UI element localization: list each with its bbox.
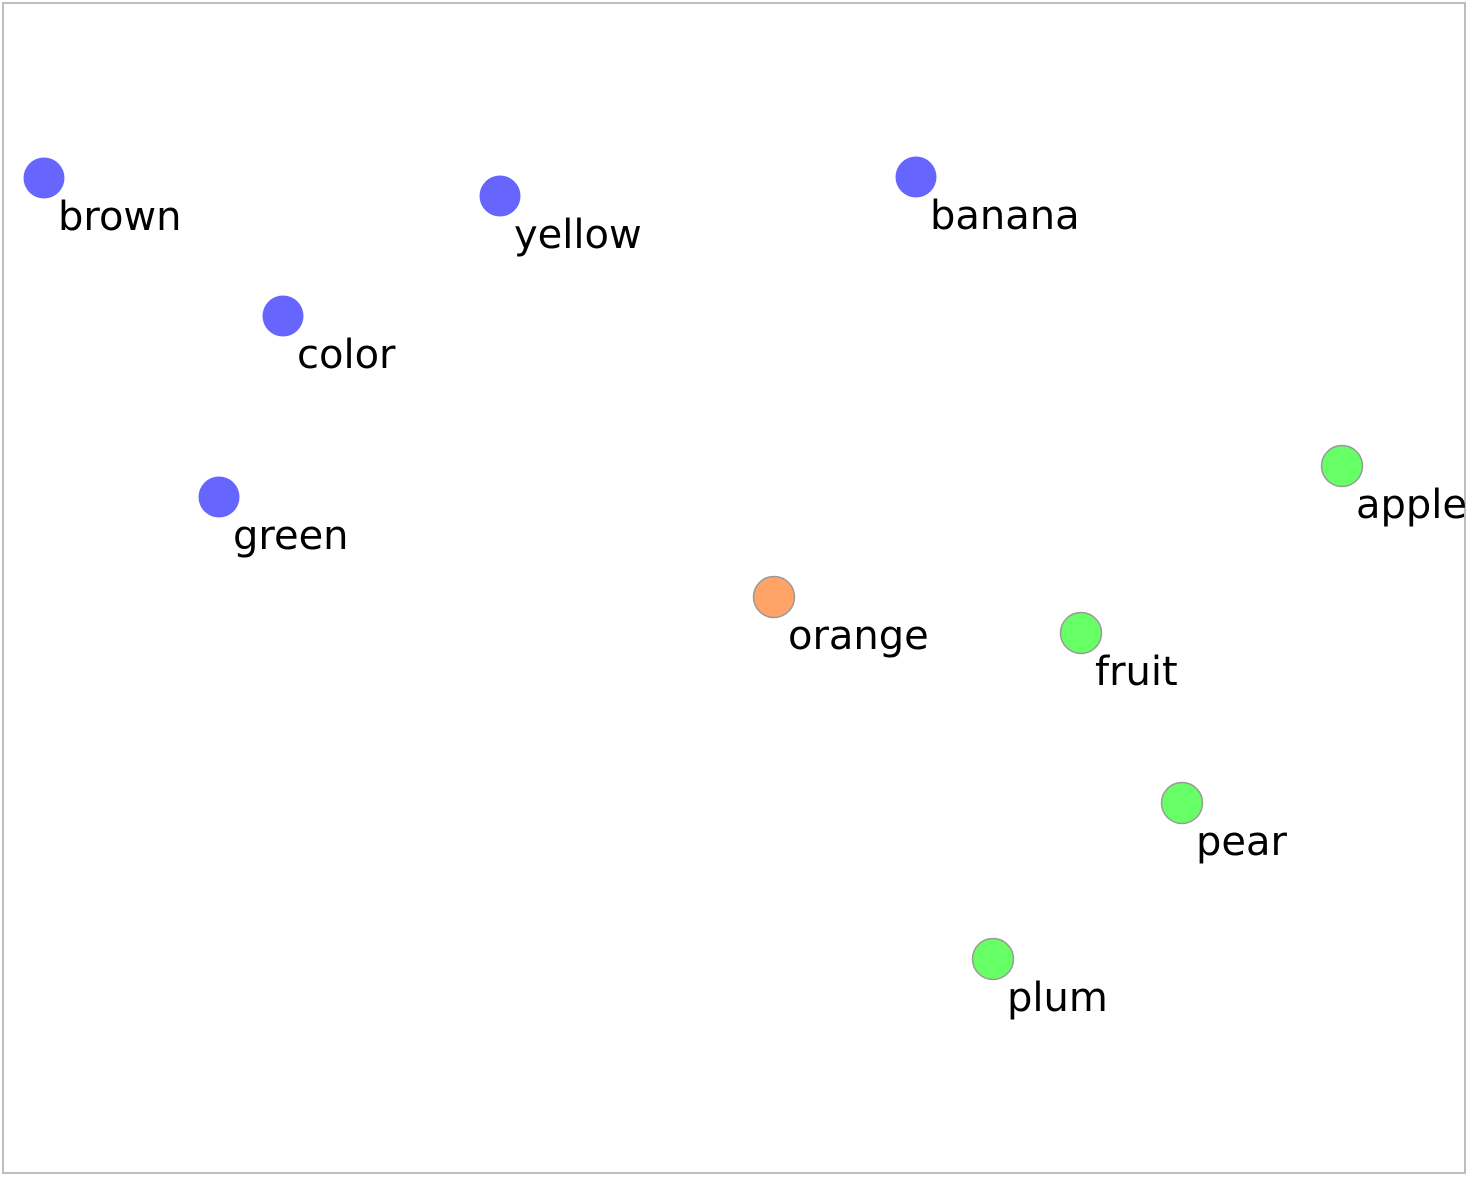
point-label-fruit: fruit xyxy=(1095,649,1178,695)
point-plum xyxy=(971,937,1015,981)
point-label-green: green xyxy=(233,513,349,559)
point-label-orange: orange xyxy=(788,613,929,659)
point-label-brown: brown xyxy=(58,194,182,240)
point-label-apple: apple xyxy=(1356,482,1467,528)
point-label-plum: plum xyxy=(1007,975,1108,1021)
point-yellow xyxy=(479,175,521,217)
point-label-banana: banana xyxy=(930,193,1080,239)
point-color xyxy=(262,295,304,337)
point-label-color: color xyxy=(297,332,396,378)
point-green xyxy=(198,476,240,518)
point-label-pear: pear xyxy=(1196,819,1288,865)
point-apple xyxy=(1320,444,1364,488)
point-banana xyxy=(895,156,937,198)
point-orange xyxy=(752,575,796,619)
point-brown xyxy=(23,157,65,199)
point-fruit xyxy=(1059,611,1103,655)
point-pear xyxy=(1160,781,1204,825)
point-label-yellow: yellow xyxy=(514,212,642,258)
